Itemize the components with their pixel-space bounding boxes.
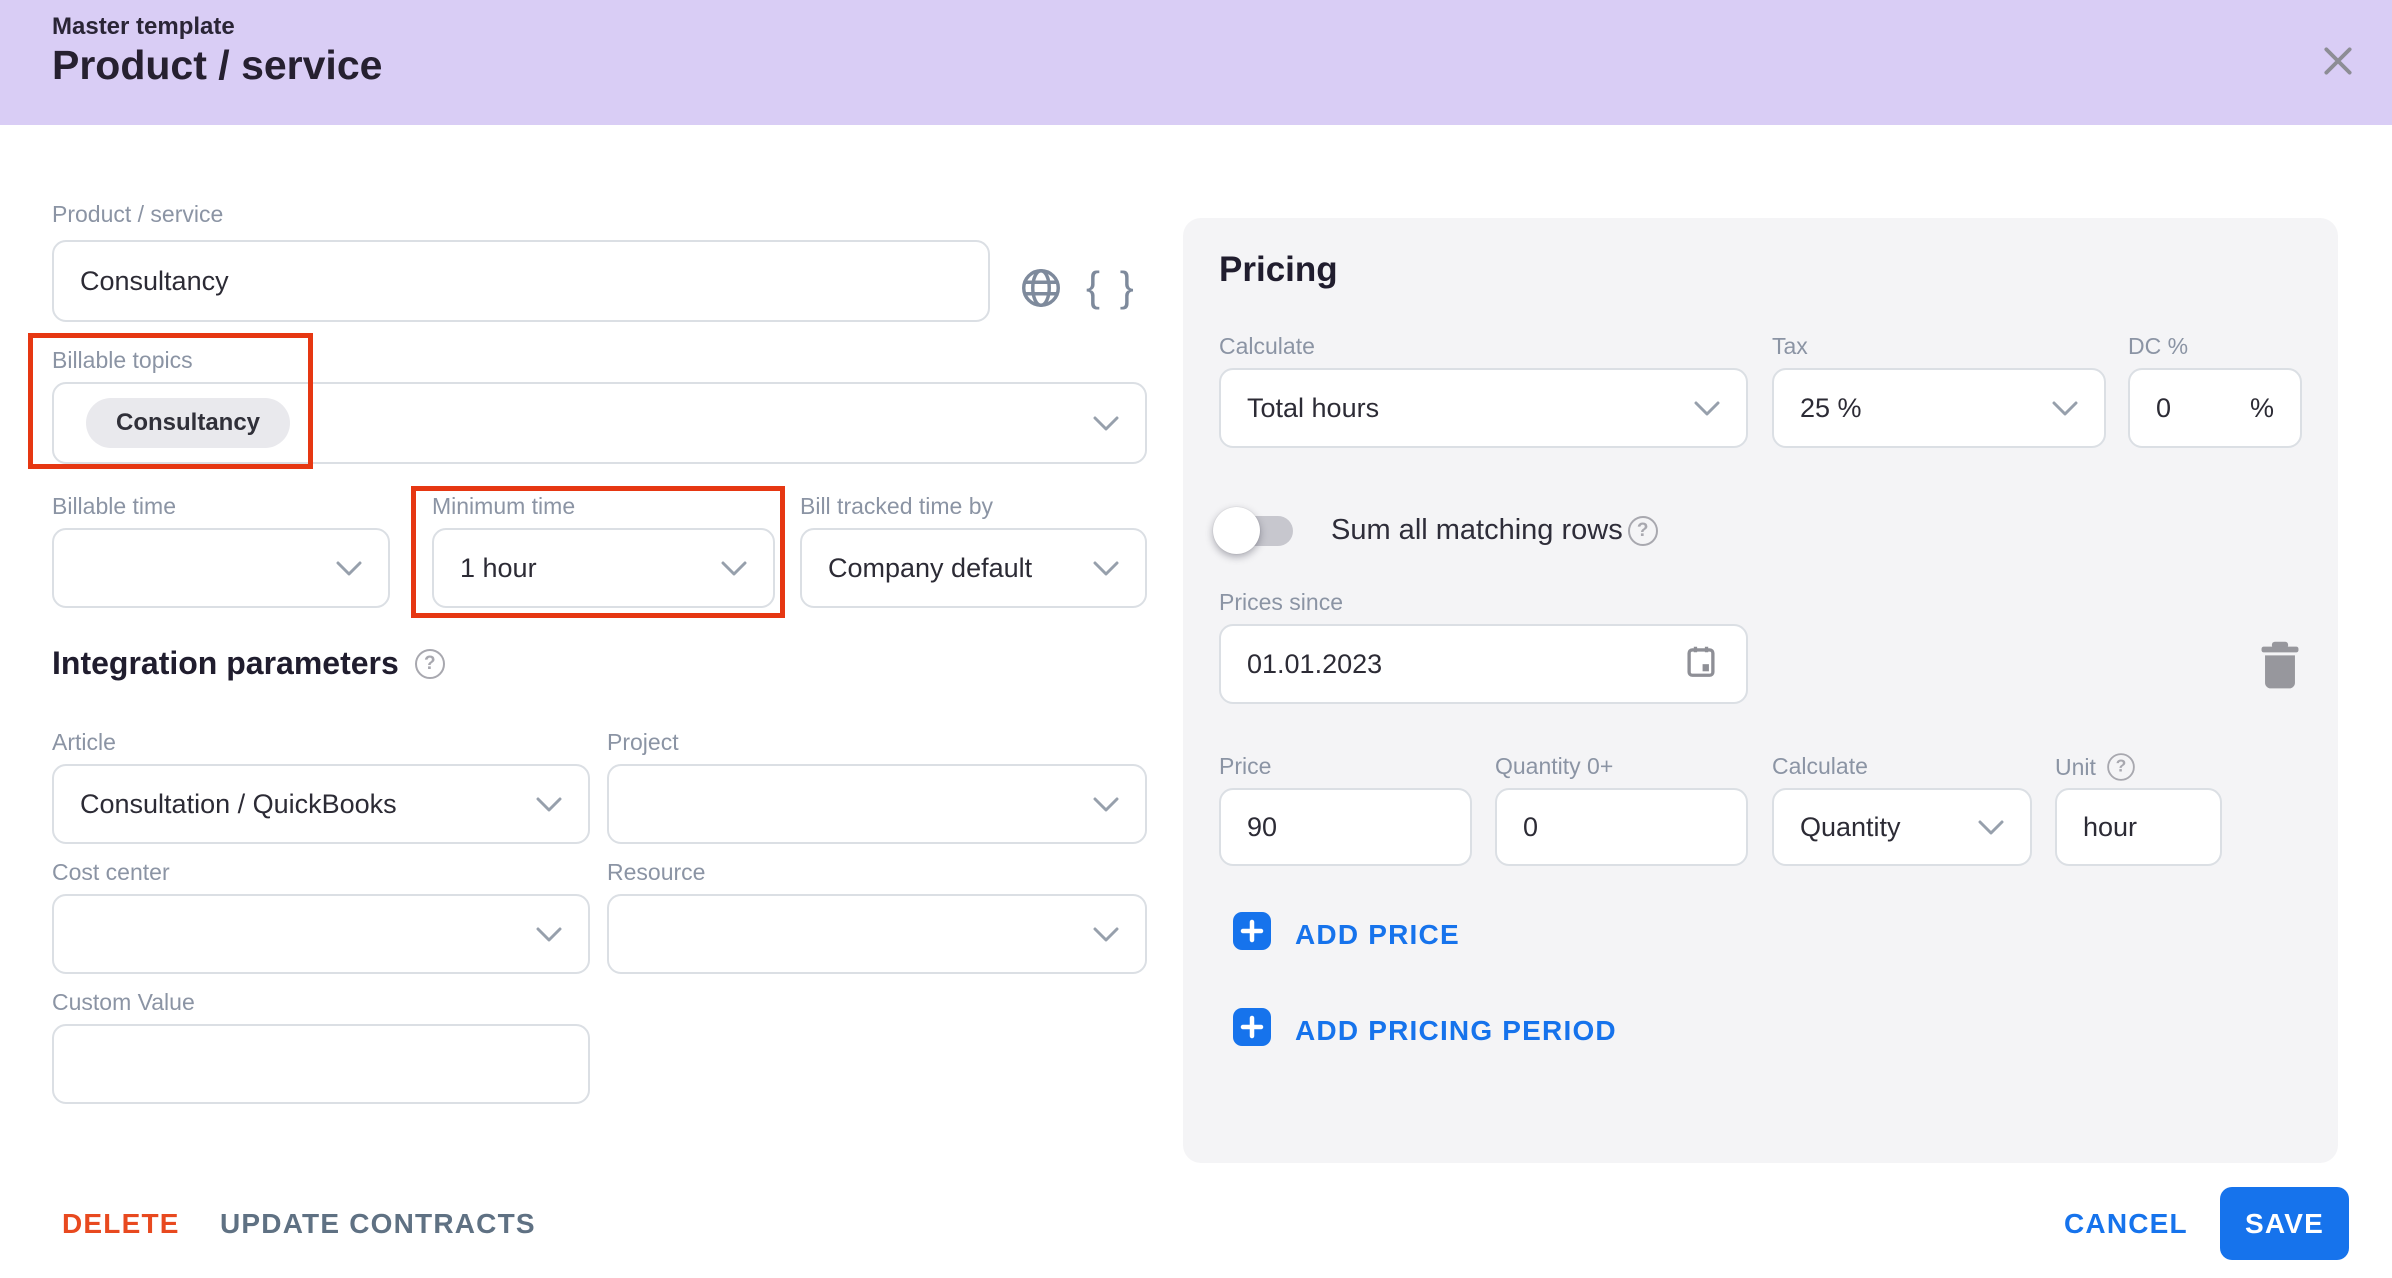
- unit-label-row: Unit ?: [2055, 752, 2136, 782]
- pricing-heading: Pricing: [1219, 250, 1338, 289]
- price-label: Price: [1219, 753, 1272, 779]
- delete-button[interactable]: DELETE: [62, 1208, 180, 1239]
- quantity-value[interactable]: [1523, 811, 1720, 843]
- dc-percent-label: DC %: [2128, 333, 2189, 359]
- sum-rows-toggle[interactable]: [1213, 506, 1293, 554]
- chevron-down-icon: [1093, 919, 1119, 950]
- bill-tracked-time-by-label: Bill tracked time by: [800, 493, 994, 519]
- quantity-input[interactable]: [1495, 788, 1748, 866]
- add-price-label: ADD PRICE: [1295, 918, 1460, 950]
- modal-header: Master template Product / service: [0, 0, 2392, 125]
- bill-tracked-time-by-select[interactable]: Company default: [800, 528, 1147, 608]
- price-input[interactable]: [1219, 788, 1472, 866]
- add-pricing-period-label: ADD PRICING PERIOD: [1295, 1014, 1617, 1046]
- chevron-down-icon: [1978, 812, 2004, 843]
- plus-icon: [1233, 1008, 1271, 1053]
- minimum-time-value: 1 hour: [460, 552, 537, 583]
- page-title: Product / service: [52, 42, 383, 88]
- integration-parameters-heading: Integration parameters ?: [52, 645, 445, 682]
- chevron-down-icon: [1694, 393, 1720, 424]
- resource-select[interactable]: [607, 894, 1147, 974]
- modal-eyebrow: Master template: [52, 13, 235, 40]
- pricing-calculate-select[interactable]: Total hours: [1219, 368, 1748, 448]
- article-select[interactable]: Consultation / QuickBooks: [52, 764, 590, 844]
- prices-since-label: Prices since: [1219, 589, 1343, 615]
- save-button[interactable]: SAVE: [2220, 1187, 2349, 1260]
- billable-time-select[interactable]: [52, 528, 390, 608]
- update-contracts-button[interactable]: UPDATE CONTRACTS: [220, 1208, 536, 1239]
- quantity-label: Quantity 0+: [1495, 753, 1614, 779]
- close-icon: [2320, 43, 2356, 82]
- custom-value-label: Custom Value: [52, 989, 195, 1015]
- chevron-down-icon: [536, 919, 562, 950]
- article-label: Article: [52, 729, 116, 755]
- billable-topics-select[interactable]: Consultancy: [52, 382, 1147, 464]
- cost-center-select[interactable]: [52, 894, 590, 974]
- help-icon[interactable]: ?: [1627, 515, 1658, 546]
- chevron-down-icon: [1093, 408, 1119, 439]
- bill-tracked-time-by-value: Company default: [828, 552, 1033, 583]
- dc-percent-value: 0: [2156, 392, 2172, 423]
- dc-percent-input[interactable]: 0 %: [2128, 368, 2302, 448]
- row-calculate-value: Quantity: [1800, 811, 1901, 842]
- prices-since-value: 01.01.2023: [1247, 648, 1383, 679]
- cancel-button[interactable]: CANCEL: [2064, 1208, 2188, 1239]
- toggle-knob: [1213, 506, 1260, 554]
- product-service-input[interactable]: [52, 240, 990, 322]
- billable-topic-chip[interactable]: Consultancy: [86, 398, 291, 448]
- chevron-down-icon: [336, 553, 362, 584]
- add-pricing-period-button[interactable]: ADD PRICING PERIOD: [1233, 1008, 1617, 1053]
- integration-parameters-title: Integration parameters: [52, 645, 399, 681]
- chevron-down-icon: [1093, 553, 1119, 584]
- minimum-time-label: Minimum time: [432, 493, 576, 519]
- chevron-down-icon: [536, 789, 562, 820]
- tax-label: Tax: [1772, 333, 1808, 359]
- project-select[interactable]: [607, 764, 1147, 844]
- chevron-down-icon: [1093, 789, 1119, 820]
- add-price-button[interactable]: ADD PRICE: [1233, 912, 1460, 957]
- plus-icon: [1233, 912, 1271, 957]
- tax-select[interactable]: 25 %: [1772, 368, 2106, 448]
- price-value[interactable]: [1247, 811, 1444, 843]
- product-service-label: Product / service: [52, 201, 224, 227]
- chevron-down-icon: [2052, 393, 2078, 424]
- project-label: Project: [607, 729, 679, 755]
- minimum-time-select[interactable]: 1 hour: [432, 528, 775, 608]
- custom-value-field[interactable]: [80, 1048, 562, 1080]
- unit-label: Unit: [2055, 754, 2096, 780]
- row-calculate-select[interactable]: Quantity: [1772, 788, 2032, 866]
- close-button[interactable]: [2318, 42, 2358, 82]
- braces-icon[interactable]: { }: [1086, 263, 1138, 310]
- row-calculate-label: Calculate: [1772, 753, 1868, 779]
- prices-since-date-input[interactable]: 01.01.2023: [1219, 624, 1748, 704]
- sum-rows-toggle-row: Sum all matching rows ?: [1213, 506, 1658, 554]
- calendar-icon[interactable]: [1682, 642, 1720, 687]
- pricing-calculate-label: Calculate: [1219, 333, 1315, 359]
- chevron-down-icon: [721, 553, 747, 584]
- product-service-value[interactable]: [80, 265, 962, 297]
- unit-value[interactable]: [2083, 811, 2194, 843]
- help-icon[interactable]: ?: [2107, 753, 2135, 781]
- billable-topics-label: Billable topics: [52, 347, 193, 373]
- cost-center-label: Cost center: [52, 859, 170, 885]
- pricing-calculate-value: Total hours: [1247, 392, 1380, 423]
- help-icon[interactable]: ?: [414, 648, 445, 679]
- billable-time-label: Billable time: [52, 493, 176, 519]
- globe-icon[interactable]: [1018, 265, 1064, 316]
- sum-rows-toggle-label: Sum all matching rows: [1331, 514, 1623, 546]
- resource-label: Resource: [607, 859, 706, 885]
- dc-percent-suffix: %: [2249, 392, 2274, 423]
- article-value: Consultation / QuickBooks: [80, 788, 397, 819]
- trash-icon[interactable]: [2258, 638, 2302, 695]
- unit-input[interactable]: [2055, 788, 2222, 866]
- custom-value-input[interactable]: [52, 1024, 590, 1104]
- tax-value: 25 %: [1800, 392, 1862, 423]
